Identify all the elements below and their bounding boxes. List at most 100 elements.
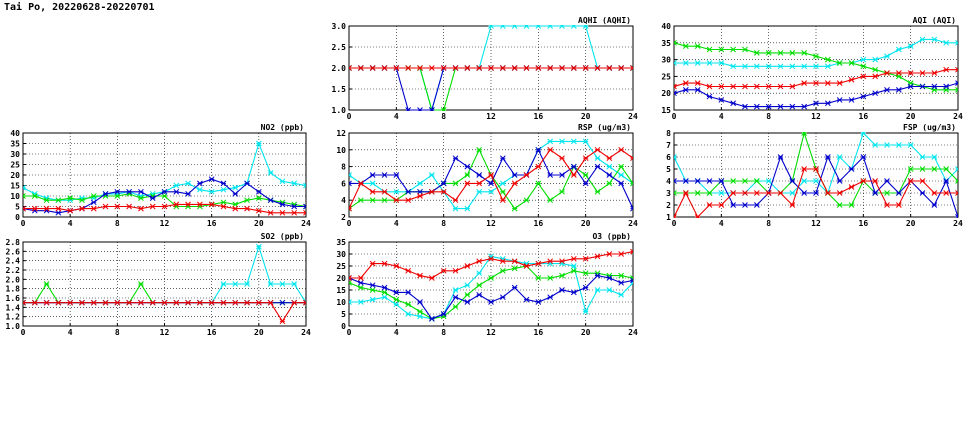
data-point [694,80,701,86]
data-point [417,272,423,279]
data-point [535,299,542,305]
data-point [582,155,589,162]
data-point [860,73,867,80]
data-point [682,80,689,86]
data-point [547,65,554,71]
data-point [907,43,914,50]
data-point [464,299,471,305]
data-point [31,193,38,199]
data-point [570,25,577,29]
data-point [789,83,796,90]
data-point [718,83,725,90]
data-point [220,281,227,287]
y-tick-label: 12 [336,129,346,138]
data-point [630,248,633,255]
y-tick-label: 2.4 [6,257,21,266]
data-point [570,172,577,178]
data-point [931,154,938,160]
data-point [860,93,867,100]
x-tick-label: 20 [581,219,591,228]
data-point [381,260,388,267]
data-point [848,76,855,83]
data-point [149,203,156,210]
series-line [349,265,633,320]
data-point [464,172,471,178]
x-tick-label: 12 [486,328,496,337]
data-point [476,146,483,153]
data-point [582,138,589,145]
data-point [718,60,725,66]
data-point [582,308,589,315]
data-point [428,65,435,71]
data-point [452,65,459,71]
data-point [777,154,784,160]
data-point [393,289,400,296]
data-point [559,155,565,162]
data-point [357,299,364,305]
data-point [43,299,50,306]
data-point [440,267,447,274]
data-point [476,270,483,277]
data-point [582,172,589,178]
data-point [138,299,144,306]
data-point [279,209,286,216]
data-point [488,25,494,29]
data-point [381,294,388,301]
data-point [730,46,737,53]
data-point [535,25,542,29]
data-point [43,281,50,287]
data-point [511,65,518,71]
data-point [405,311,412,317]
data-point [730,190,737,196]
data-point [777,83,784,90]
data-point [777,190,784,196]
data-point [244,299,250,306]
data-point [476,291,483,298]
data-point [718,190,725,196]
data-point [476,282,483,289]
plot-area [349,138,633,212]
data-point [765,103,772,110]
plot-area [674,132,958,218]
data-point [765,190,772,196]
data-point [232,205,239,212]
x-tick-label: 16 [859,112,869,121]
data-point [860,132,867,136]
data-point [23,299,26,306]
data-point [848,166,855,172]
data-point [872,66,879,73]
data-point [369,188,376,195]
x-tick-label: 4 [394,328,399,337]
data-point [742,178,748,184]
data-point [559,65,565,71]
data-point [547,197,554,204]
data-point [267,170,274,176]
data-point [499,180,506,187]
data-point [267,197,274,204]
x-tick-label: 4 [68,219,73,228]
data-point [801,80,808,86]
data-point [464,291,471,298]
data-point [955,190,958,196]
series-line [23,244,306,304]
data-point [674,39,677,46]
data-point [393,172,400,178]
data-point [594,146,601,153]
data-point [417,308,423,315]
data-point [943,166,950,172]
data-point [872,73,879,80]
data-point [79,197,85,204]
data-point [488,275,494,281]
data-point [777,63,784,70]
data-point [813,53,819,60]
data-point [381,172,388,178]
data-point [836,190,843,196]
data-point [244,281,250,287]
data-point [742,190,748,196]
x-tick-label: 8 [115,328,120,337]
x-tick-label: 4 [394,219,399,228]
data-point [535,180,542,187]
data-point [535,146,542,153]
data-point [706,46,713,53]
